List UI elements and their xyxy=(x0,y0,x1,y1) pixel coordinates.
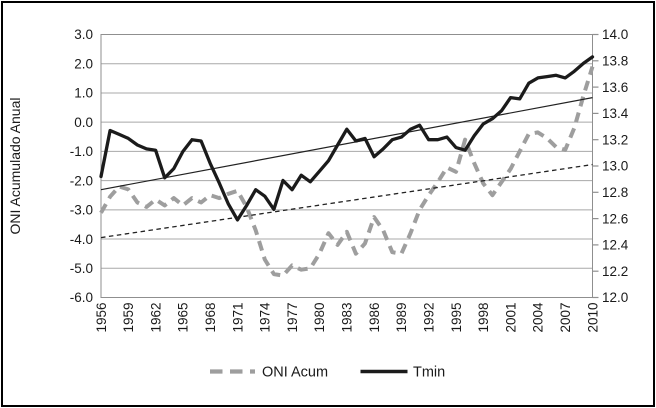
tmin-tendencia-trendline xyxy=(100,97,593,191)
right-axis-tick-label: 12.6 xyxy=(602,211,628,226)
right-axis-tick-label: 12.8 xyxy=(602,185,628,200)
right-axis-tick-label: 12.4 xyxy=(602,238,629,253)
x-axis-tick-label: 1986 xyxy=(367,303,382,333)
x-axis-tick-label: 1989 xyxy=(394,303,409,333)
right-axis-tick-label: 12.2 xyxy=(602,264,628,279)
series-layer xyxy=(99,55,595,278)
left-axis-tick-label: -5.0 xyxy=(70,261,93,276)
x-axis-tick-label: 1995 xyxy=(449,303,464,333)
left-axis-tick-label: 1.0 xyxy=(74,86,93,101)
x-axis-tick-label: 1965 xyxy=(176,303,191,333)
right-axis-tick-label: 12.0 xyxy=(602,290,628,305)
series-tmin-line xyxy=(99,55,595,222)
axes-layer: 3.0 2.0 1.0 0.0 -1.0 -2.0 -3.0 -4.0 -5.0 -6.0 14.0… xyxy=(70,27,629,332)
right-axis-tick-label: 13.2 xyxy=(602,132,628,147)
x-axis-tick-label: 1962 xyxy=(148,303,163,333)
gridlines-layer xyxy=(100,34,593,298)
x-axis-tick-label: 2010 xyxy=(585,303,600,333)
x-axis-tick-label: 1998 xyxy=(476,303,491,333)
legend: ONI Acum Tmin xyxy=(210,365,445,381)
x-axis-tick-label: 1971 xyxy=(230,303,245,333)
x-axis-tick-label: 1968 xyxy=(203,303,218,333)
left-axis-tick-label: -6.0 xyxy=(70,290,93,305)
legend-oni-label: ONI Acum xyxy=(262,365,328,381)
x-axis-tick-label: 2004 xyxy=(531,302,546,333)
x-axis-tick-label: 2007 xyxy=(558,303,573,333)
left-axis-title: ONI Acumulado Anual xyxy=(7,98,23,235)
x-axis-tick-label: 1974 xyxy=(258,302,273,333)
right-axis-tick-label: 13.0 xyxy=(602,159,628,174)
legend-tmin-label: Tmin xyxy=(413,365,445,381)
right-axis-tick-label: 13.6 xyxy=(602,80,628,95)
x-axis-tick-label: 1977 xyxy=(285,303,300,333)
left-axis-tick-label: 0.0 xyxy=(74,115,93,130)
right-axis-tick-label: 13.4 xyxy=(602,106,629,121)
left-axis-tick-label: -1.0 xyxy=(70,144,93,159)
series-oni-acum-line xyxy=(99,66,595,278)
x-axis-tick-label: 1983 xyxy=(340,303,355,333)
x-axis-tick-label: 1992 xyxy=(421,303,436,333)
left-axis-tick-label: 2.0 xyxy=(74,56,93,71)
x-axis-tick-label: 1956 xyxy=(94,303,109,333)
oni-acum-tendencia-trendline xyxy=(100,163,593,239)
x-axis-tick-label: 2001 xyxy=(503,303,518,333)
right-axis-tick-label: 13.8 xyxy=(602,54,628,69)
left-axis-tick-label: -2.0 xyxy=(70,173,93,188)
x-axis-tick-label: 1959 xyxy=(121,303,136,333)
right-axis-tick-label: 14.0 xyxy=(602,27,628,42)
left-axis-tick-label: 3.0 xyxy=(74,27,93,42)
left-axis-tick-label: -4.0 xyxy=(70,232,93,247)
left-axis-tick-label: -3.0 xyxy=(70,203,93,218)
x-axis-tick-label: 1980 xyxy=(312,303,327,333)
